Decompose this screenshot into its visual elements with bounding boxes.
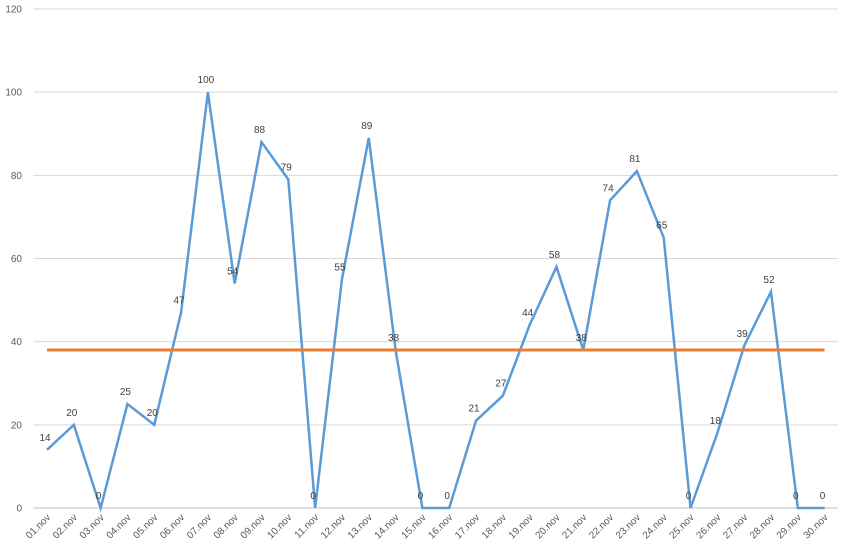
x-tick-label: 25.nov	[668, 512, 697, 541]
x-tick-label: 04.nov	[105, 512, 134, 541]
data-label: 0	[418, 491, 424, 502]
x-tick-label: 06.nov	[158, 512, 187, 541]
x-tick-label: 15.nov	[400, 512, 429, 541]
data-label: 0	[310, 491, 316, 502]
data-label: 18	[710, 416, 722, 427]
x-tick-label: 29.nov	[775, 512, 804, 541]
data-label: 55	[334, 262, 346, 273]
data-label: 81	[629, 154, 641, 165]
x-tick-label: 12.nov	[319, 512, 348, 541]
data-label: 21	[468, 404, 480, 415]
x-tick-label: 27.nov	[721, 512, 750, 541]
x-tick-label: 09.nov	[239, 512, 268, 541]
data-label: 38	[388, 333, 400, 344]
x-tick-label: 18.nov	[480, 512, 509, 541]
data-label: 20	[66, 408, 78, 419]
y-tick-label: 20	[11, 420, 23, 431]
data-label: 25	[120, 387, 132, 398]
x-tick-label: 16.nov	[426, 512, 455, 541]
data-label: 88	[254, 125, 266, 136]
x-tick-label: 14.nov	[373, 512, 402, 541]
data-label: 89	[361, 121, 373, 132]
data-label: 52	[763, 275, 775, 286]
x-tick-label: 22.nov	[587, 512, 616, 541]
data-label: 27	[495, 379, 507, 390]
y-tick-label: 60	[11, 254, 23, 265]
data-label: 65	[656, 221, 668, 232]
x-tick-label: 07.nov	[185, 512, 214, 541]
data-label: 44	[522, 308, 534, 319]
x-tick-label: 13.nov	[346, 512, 375, 541]
x-tick-label: 23.nov	[614, 512, 643, 541]
data-label: 0	[686, 491, 692, 502]
x-tick-label: 24.nov	[641, 512, 670, 541]
x-tick-label: 19.nov	[507, 512, 536, 541]
y-tick-label: 100	[5, 88, 22, 99]
x-tick-label: 30.nov	[802, 512, 831, 541]
x-tick-label: 21.nov	[560, 512, 589, 541]
series-line	[46, 91, 825, 513]
data-label: 100	[198, 75, 215, 86]
data-label: 58	[549, 250, 561, 261]
data-label: 14	[39, 433, 51, 444]
y-tick-label: 40	[11, 337, 23, 348]
y-tick-label: 0	[16, 504, 22, 515]
x-tick-label: 03.nov	[78, 512, 107, 541]
x-tick-label: 08.nov	[212, 512, 241, 541]
data-label: 0	[444, 491, 450, 502]
x-tick-label: 20.nov	[534, 512, 563, 541]
x-tick-label: 28.nov	[748, 512, 777, 541]
y-tick-label: 80	[11, 171, 23, 182]
x-tick-label: 17.nov	[453, 512, 482, 541]
data-label: 74	[603, 183, 615, 194]
data-label: 0	[820, 491, 826, 502]
data-label: 79	[281, 162, 293, 173]
data-label: 0	[96, 491, 102, 502]
data-label: 47	[174, 296, 186, 307]
y-tick-label: 120	[5, 5, 22, 16]
data-label: 20	[147, 408, 159, 419]
data-label: 54	[227, 266, 239, 277]
x-tick-label: 26.nov	[694, 512, 723, 541]
x-tick-label: 11.nov	[293, 512, 321, 540]
data-label: 39	[737, 329, 749, 340]
x-tick-label: 10.nov	[265, 512, 294, 541]
data-label: 0	[793, 491, 799, 502]
data-label: 38	[576, 333, 588, 344]
x-tick-label: 01.nov	[24, 512, 53, 541]
x-tick-label: 02.nov	[51, 512, 80, 541]
x-tick-label: 05.nov	[131, 512, 160, 541]
